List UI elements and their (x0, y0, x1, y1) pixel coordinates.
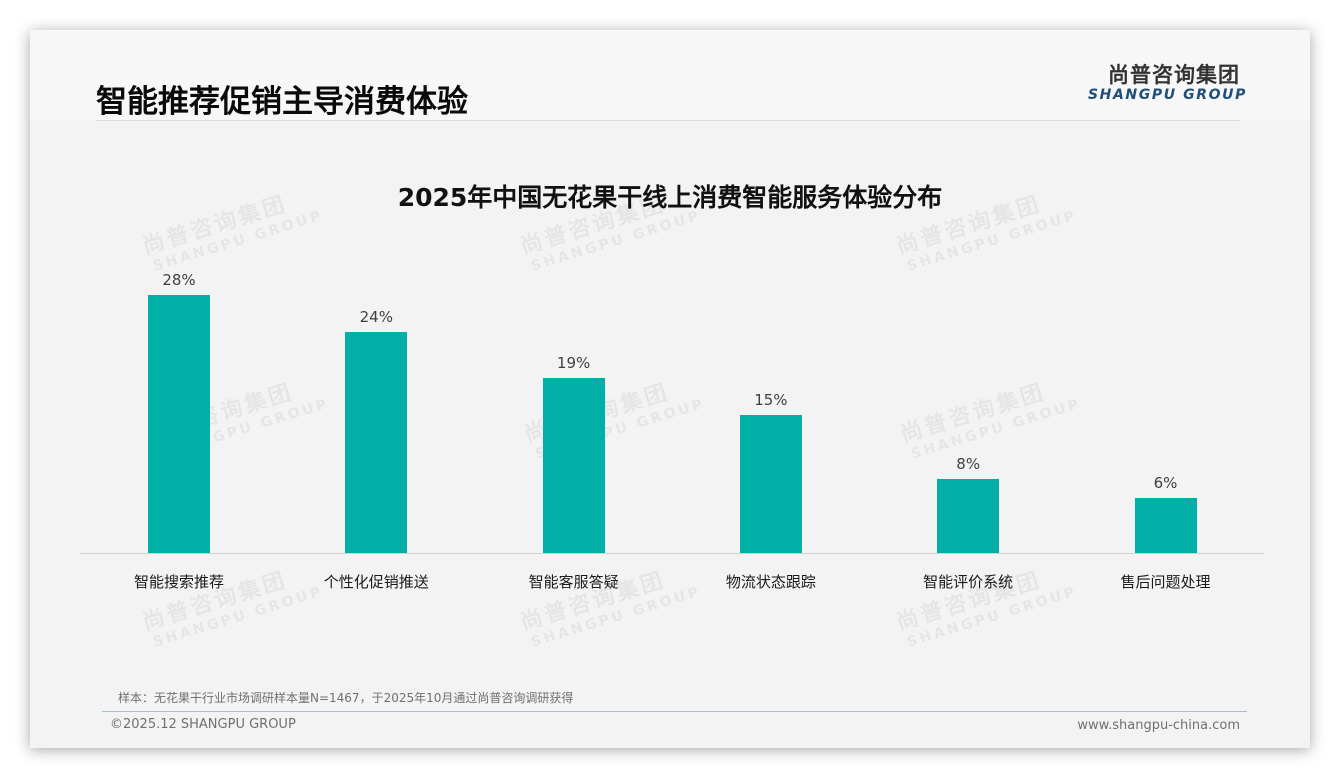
bar-value-label: 8% (956, 455, 981, 474)
chart-title: 2025年中国无花果干线上消费智能服务体验分布 (397, 183, 943, 212)
category-label: 售后问题处理 (1120, 573, 1211, 591)
bar-value-label: 15% (754, 390, 788, 409)
footer-divider (102, 711, 1247, 712)
logo-en-text: SHANGPU GROUP (1088, 87, 1247, 103)
bar-value-label: 19% (556, 353, 591, 372)
bar (937, 479, 1000, 553)
title-divider (96, 120, 1240, 121)
bar (542, 377, 605, 553)
bar-value-label: 28% (162, 271, 196, 289)
company-logo: 尚普咨询集团 SHANGPU GROUP (1088, 63, 1247, 103)
header-band (30, 30, 1310, 120)
category-label: 物流状态跟踪 (725, 573, 816, 591)
bar (345, 331, 408, 553)
x-axis-line (80, 553, 1264, 554)
website-link[interactable]: www.shangpu-china.com (1077, 718, 1240, 733)
category-label: 智能客服答疑 (528, 573, 619, 591)
bar-value-label: 6% (1153, 473, 1178, 492)
bar (148, 295, 210, 553)
bar-value-label: 24% (359, 307, 393, 326)
category-label: 智能评价系统 (923, 573, 1014, 591)
bar (1134, 497, 1197, 553)
category-label: 智能搜索推荐 (133, 573, 224, 591)
bar (739, 414, 802, 553)
copyright-text: ©2025.12 SHANGPU GROUP (110, 717, 296, 732)
sample-note: 样本：无花果干行业市场调研样本量N=1467，于2025年10月通过尚普咨询调研… (118, 691, 574, 705)
category-label: 个性化促销推送 (323, 573, 429, 591)
page-title: 智能推荐促销主导消费体验 (96, 84, 468, 120)
slide: 尚普咨询集团 SHANGPU GROUP 尚普咨询集团 SHANGPU GROUP … (30, 30, 1310, 748)
logo-cn-text: 尚普咨询集团 (1108, 63, 1240, 87)
